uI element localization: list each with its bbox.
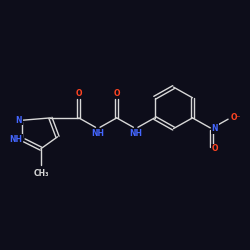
- Text: O: O: [76, 89, 82, 98]
- Text: NH: NH: [91, 128, 104, 138]
- Text: O: O: [212, 144, 218, 153]
- Text: N: N: [212, 124, 218, 133]
- Text: NH: NH: [9, 135, 22, 144]
- Text: NH: NH: [129, 128, 142, 138]
- Text: CH₃: CH₃: [33, 169, 49, 178]
- Text: N: N: [16, 116, 22, 125]
- Text: O: O: [114, 89, 120, 98]
- Text: O⁻: O⁻: [230, 114, 241, 122]
